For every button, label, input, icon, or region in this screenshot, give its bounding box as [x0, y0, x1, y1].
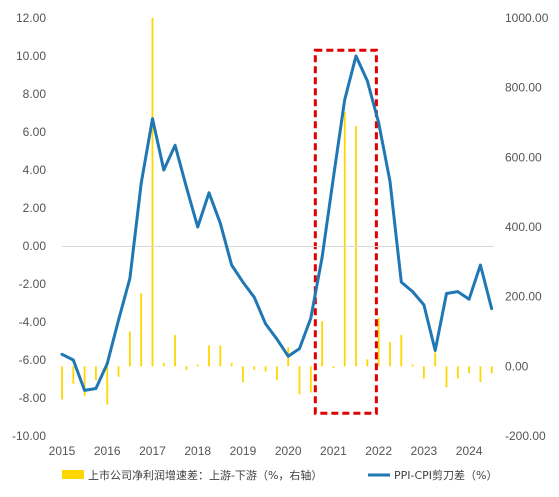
bar — [309, 366, 312, 393]
left-axis: -10.00 -8.00 -6.00 -4.00 -2.00 0.00 2.00 4.00 6.… — [12, 11, 46, 443]
bar — [196, 364, 199, 367]
ppi-cpi-line — [60, 54, 494, 392]
bar — [422, 366, 425, 379]
x-axis-tick-label: 2017 — [139, 444, 166, 458]
right-axis-tick-label: 0.00 — [505, 359, 529, 373]
bar — [400, 334, 403, 367]
left-axis-tick-label: -6.00 — [19, 353, 47, 367]
left-axis-tick-label: -8.00 — [19, 391, 47, 405]
bar — [95, 366, 97, 381]
bar — [377, 317, 380, 367]
left-axis-tick-label: 12.00 — [16, 11, 46, 25]
bar — [162, 362, 165, 367]
bar — [253, 366, 256, 370]
bar — [242, 366, 244, 383]
right-axis-tick-label: 600.00 — [505, 150, 542, 164]
x-axis-tick-label: 2018 — [184, 444, 211, 458]
left-axis-tick-label: 0.00 — [23, 239, 47, 253]
x-axis-tick-label: 2019 — [230, 444, 257, 458]
left-axis-tick-label: -2.00 — [19, 277, 47, 291]
left-axis-tick-label: 4.00 — [23, 163, 47, 177]
bar — [83, 366, 86, 396]
bar — [230, 362, 233, 367]
bar — [490, 366, 493, 374]
bar — [411, 364, 414, 367]
bar — [185, 366, 188, 370]
legend-swatch-bar — [62, 470, 84, 479]
bar — [389, 341, 391, 367]
right-axis-tick-label: -200.00 — [505, 429, 546, 443]
bar — [456, 366, 459, 379]
right-axis: -200.00 0.00 200.00 400.00 600.00 800.00 1000.… — [505, 11, 549, 443]
x-axis-tick-label: 2023 — [411, 444, 438, 458]
x-axis-tick-label: 2022 — [365, 444, 392, 458]
bar — [275, 366, 278, 381]
right-axis-tick-label: 400.00 — [505, 220, 542, 234]
right-axis-tick-label: 1000.00 — [505, 11, 549, 25]
x-axis-tick-label: 2015 — [49, 444, 76, 458]
left-axis-tick-label: -10.00 — [12, 429, 46, 443]
bar — [219, 345, 222, 367]
x-axis-tick-label: 2020 — [275, 444, 302, 458]
bar — [174, 334, 176, 367]
bar — [321, 321, 324, 367]
bar — [117, 366, 120, 377]
bar — [106, 366, 109, 405]
bar — [151, 18, 154, 367]
bar — [61, 366, 63, 400]
x-axis: 2015 2016 2017 2018 2019 2020 2021 2022 2023 2024 — [49, 246, 494, 458]
left-axis-tick-label: 10.00 — [16, 49, 46, 63]
bar — [128, 331, 131, 367]
bar — [140, 293, 143, 367]
left-axis-tick-label: -4.00 — [19, 315, 47, 329]
x-axis-tick-label: 2021 — [320, 444, 347, 458]
line-series — [60, 54, 494, 392]
annotation-layer — [313, 48, 378, 415]
x-axis-tick-label: 2016 — [94, 444, 121, 458]
bar — [479, 366, 482, 383]
left-axis-tick-label: 2.00 — [23, 201, 47, 215]
legend-label-bar: 上市公司净利润增速差：上游-下游（%，右轴） — [88, 468, 322, 482]
left-axis-tick-label: 8.00 — [23, 87, 47, 101]
bar — [332, 366, 335, 369]
left-axis-tick-label: 6.00 — [23, 125, 47, 139]
right-axis-tick-label: 200.00 — [505, 290, 542, 304]
bar — [264, 366, 267, 372]
x-axis-tick-label: 2024 — [456, 444, 483, 458]
bar — [208, 345, 210, 367]
bar — [298, 366, 301, 395]
bar — [343, 112, 346, 367]
bar — [434, 352, 437, 367]
bar — [72, 366, 75, 384]
right-axis-tick-label: 800.00 — [505, 81, 542, 95]
bar-series — [61, 18, 493, 405]
highlight-dashed-box — [313, 48, 378, 415]
bar — [445, 366, 448, 388]
bar — [468, 366, 471, 374]
bar — [366, 359, 369, 367]
legend: 上市公司净利润增速差：上游-下游（%，右轴） PPI-CPI剪刀差（%） — [62, 468, 498, 482]
legend-label-line: PPI-CPI剪刀差（%） — [394, 468, 498, 482]
